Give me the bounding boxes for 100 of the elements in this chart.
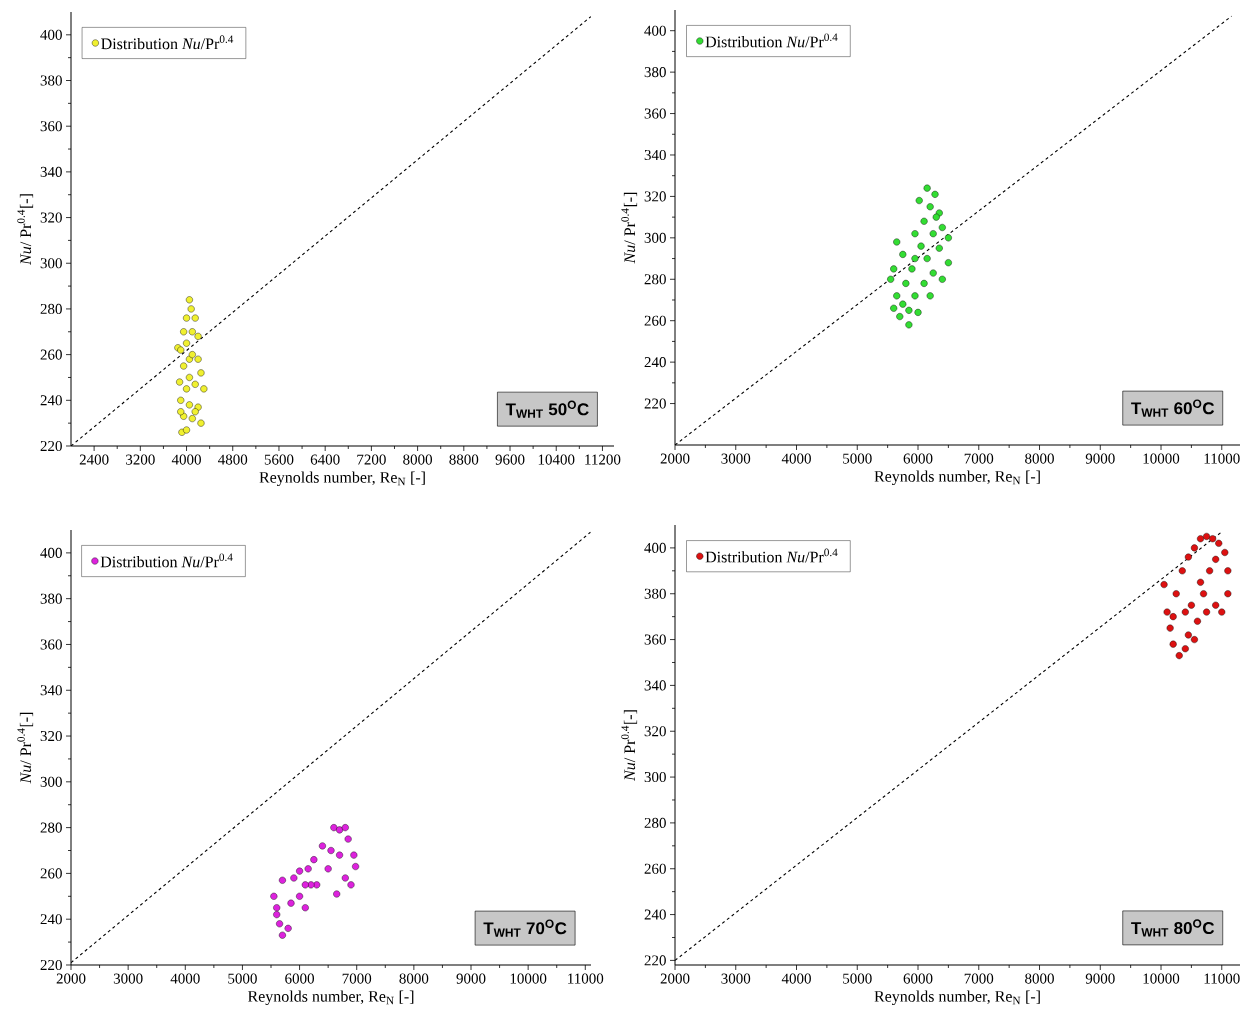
point (188, 328, 196, 336)
point (183, 314, 191, 322)
x-tick-label: 9600 (495, 454, 525, 465)
y-tick-label: 380 (40, 75, 62, 86)
point (932, 213, 940, 221)
point (890, 265, 898, 273)
y-tick-label: 240 (40, 395, 62, 406)
y-tick-label: 340 (40, 166, 62, 177)
y-tick-label: 360 (644, 108, 666, 119)
annotation: T$_{WHT}$ 70$^{O}$C (483, 919, 567, 937)
y-tick-label: 280 (644, 817, 666, 828)
point (1221, 548, 1229, 556)
y-tick-label: 380 (40, 593, 62, 604)
point (183, 339, 191, 347)
y-tick-label: 400 (40, 29, 62, 40)
point (1197, 578, 1205, 586)
point (890, 304, 898, 312)
point (887, 275, 895, 283)
point (191, 380, 199, 388)
point (1181, 608, 1189, 616)
x-tick-label: 8000 (1025, 453, 1054, 464)
x-tick-label: 8000 (399, 973, 429, 984)
y-axis-title: Nu/ Pr$^{0.4}$[-] (17, 712, 34, 784)
point (296, 892, 304, 900)
point (276, 920, 284, 928)
point (1193, 617, 1201, 625)
point (287, 899, 295, 907)
y-tick-label: 360 (644, 634, 666, 645)
point (304, 865, 312, 873)
point (284, 924, 292, 932)
point (1206, 567, 1214, 575)
y-tick-label: 340 (644, 149, 666, 161)
point (1172, 590, 1180, 598)
x-tick-label: 3000 (721, 973, 751, 984)
point (1212, 555, 1220, 563)
x-axis-title: Reynolds number, Re$_{N}$ [-] (247, 990, 414, 1006)
y-tick-label: 240 (40, 914, 62, 925)
point (1209, 535, 1217, 543)
x-tick-label: 4000 (781, 973, 811, 984)
x-tick-label: 4800 (218, 454, 248, 465)
y-tick-label: 300 (644, 232, 666, 243)
point (341, 874, 349, 882)
point (176, 378, 184, 386)
point (344, 835, 352, 843)
point (1203, 608, 1211, 616)
x-tick-label: 4000 (781, 453, 811, 464)
point (352, 863, 360, 871)
point (1190, 636, 1198, 644)
point (944, 234, 952, 242)
x-tick-label: 2000 (660, 453, 690, 464)
point (920, 217, 928, 225)
point (200, 385, 208, 393)
point (1197, 535, 1205, 543)
x-tick-label: 9000 (1085, 453, 1115, 464)
x-tick-label: 6000 (903, 973, 933, 984)
point (336, 851, 344, 859)
point (1187, 601, 1195, 609)
x-tick-label: 10000 (1143, 453, 1180, 464)
point (273, 911, 281, 919)
legend-label: Distribution Nu/Pr$^{0.4}$ (100, 553, 233, 568)
x-tick-label: 8000 (1025, 973, 1054, 984)
x-tick-label: 4000 (171, 454, 201, 465)
x-axis-title: Reynolds number, Re$_{N}$ [-] (874, 990, 1040, 1006)
point (177, 408, 185, 416)
point (318, 842, 326, 850)
point (893, 238, 901, 246)
point (905, 321, 913, 329)
point (911, 255, 919, 263)
y-axis-title: Nu/ Pr$^{0.4}$[-] (621, 710, 638, 782)
y-tick-label: 340 (644, 680, 666, 691)
x-tick-label: 2000 (660, 973, 690, 984)
x-tick-label: 5000 (843, 973, 872, 984)
y-tick-label: 220 (644, 398, 666, 409)
point (1212, 601, 1220, 609)
x-axis-title: Reynolds number, Re$_{N}$ [-] (874, 470, 1040, 486)
y-tick-label: 300 (40, 258, 62, 269)
point (188, 415, 196, 423)
x-tick-label: 7000 (342, 973, 372, 984)
point (333, 890, 341, 898)
point (902, 279, 910, 287)
point (197, 369, 205, 377)
y-tick-label: 280 (644, 274, 666, 285)
point (191, 408, 199, 416)
point (1215, 539, 1223, 547)
x-tick-label: 3000 (113, 973, 143, 984)
point (911, 292, 919, 300)
point (350, 851, 358, 859)
x-tick-label: 5000 (843, 453, 872, 464)
x-tick-label: 10000 (510, 973, 547, 984)
point (931, 190, 939, 198)
y-tick-label: 380 (644, 588, 666, 599)
point (341, 824, 349, 832)
point (183, 385, 191, 393)
point (899, 300, 907, 308)
point (1160, 581, 1168, 589)
point (923, 255, 931, 263)
point (185, 401, 193, 409)
point (330, 824, 338, 832)
y-tick-label: 260 (40, 349, 62, 360)
x-tick-label: 7000 (964, 453, 994, 464)
